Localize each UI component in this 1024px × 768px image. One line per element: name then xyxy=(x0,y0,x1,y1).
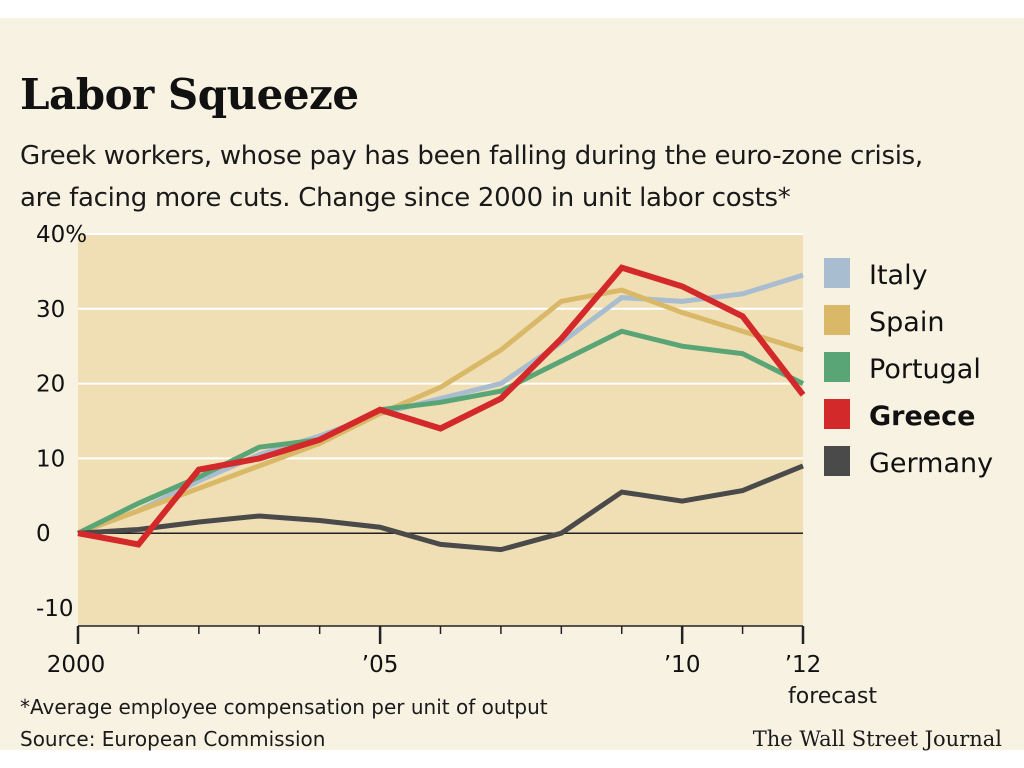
legend-label-spain: Spain xyxy=(869,307,944,338)
series-line-italy xyxy=(77,272,804,536)
footnote: *Average employee compensation per unit … xyxy=(20,695,548,719)
y-tick-label: 10 xyxy=(36,446,65,472)
x-tick-label: ’12 xyxy=(785,652,822,678)
legend-label-germany: Germany xyxy=(869,448,993,479)
legend-swatch-germany xyxy=(824,446,850,476)
x-tick-label: ’05 xyxy=(362,652,399,678)
legend-swatch-portugal xyxy=(824,352,850,382)
y-tick-label: 40% xyxy=(36,222,87,248)
series-lines xyxy=(76,264,806,553)
chart-card: 40% 30 20 10 0 -10 2000 ’05 ’10 ’12 Italy Spain Po… xyxy=(0,18,1024,751)
y-tick-label: 30 xyxy=(36,297,65,323)
x-tick-label: ’10 xyxy=(664,652,701,678)
series-line-germany xyxy=(77,463,804,553)
series-line-portugal xyxy=(76,328,805,536)
y-tick-label: 20 xyxy=(36,372,65,398)
legend-swatch-italy xyxy=(824,258,850,288)
legend-label-greece: Greece xyxy=(869,401,975,432)
gridlines xyxy=(78,233,803,534)
forecast-label: forecast xyxy=(788,684,877,709)
y-axis-labels: 40% 30 20 10 0 -10 xyxy=(36,222,87,622)
series-line-spain xyxy=(77,287,804,536)
chart-subtitle-line-1: Greek workers, whose pay has been fallin… xyxy=(20,141,923,171)
legend: Italy Spain Portugal Greece Germany xyxy=(824,258,993,479)
chart-title: Labor Squeeze xyxy=(20,70,359,119)
x-axis-labels: 2000 ’05 ’10 ’12 xyxy=(47,652,822,678)
x-axis xyxy=(76,625,805,644)
publisher-credit: The Wall Street Journal xyxy=(752,727,1002,751)
series-line-greece xyxy=(77,264,806,548)
legend-swatch-greece xyxy=(824,399,850,429)
chart-subtitle-line-2: are facing more cuts. Change since 2000 … xyxy=(20,183,791,213)
chart: 40% 30 20 10 0 -10 2000 ’05 ’10 ’12 Italy Spain Po… xyxy=(36,222,993,678)
y-tick-label: -10 xyxy=(36,596,74,622)
y-tick-label: 0 xyxy=(36,521,51,547)
legend-swatch-spain xyxy=(824,305,850,335)
legend-label-portugal: Portugal xyxy=(869,354,981,385)
source-note: Source: European Commission xyxy=(20,727,326,751)
x-tick-label: 2000 xyxy=(47,652,106,678)
legend-label-italy: Italy xyxy=(869,260,928,291)
